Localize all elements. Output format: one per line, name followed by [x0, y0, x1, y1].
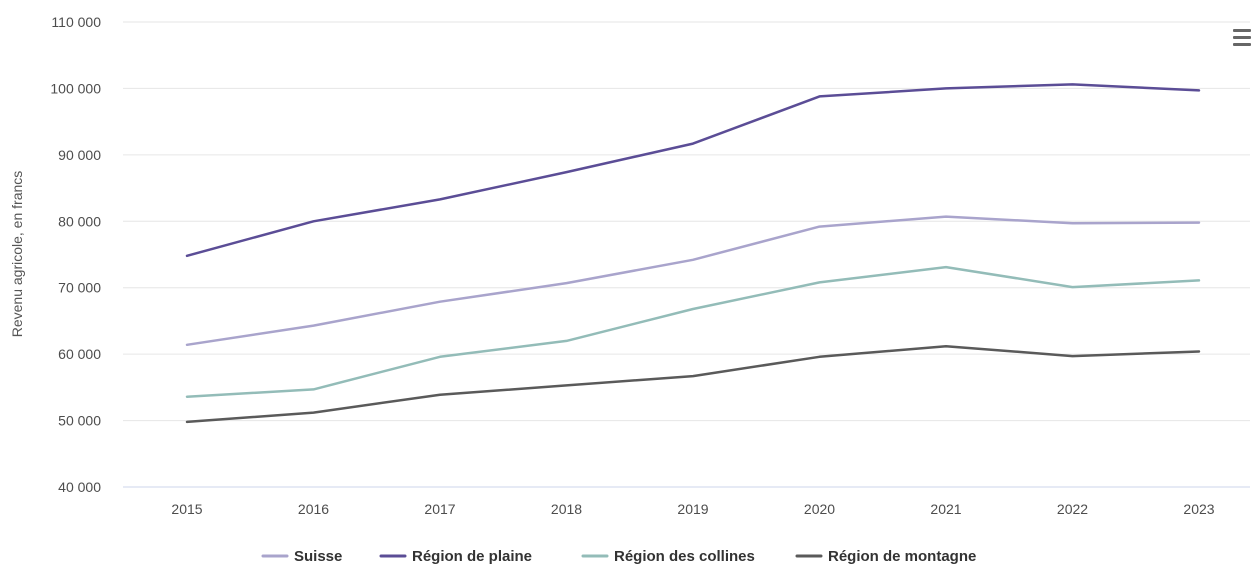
- legend-label: Région des collines: [614, 548, 755, 565]
- hamburger-menu-icon[interactable]: [1233, 29, 1251, 46]
- series-line: [185, 215, 1201, 347]
- x-tick-label: 2015: [171, 501, 202, 517]
- y-tick-label: 80 000: [58, 213, 101, 229]
- y-tick-label: 50 000: [58, 413, 101, 429]
- legend-label: Suisse: [294, 548, 342, 565]
- series-line: [185, 265, 1201, 398]
- x-axis-ticks: 2015 2016 2017 2018 2019 2020 2021 2022 2023: [171, 501, 1214, 517]
- grid-lines: [123, 21, 1250, 422]
- legend-item[interactable]: Région de plaine: [379, 548, 532, 565]
- x-tick-label: 2018: [551, 501, 582, 517]
- x-tick-label: 2019: [677, 501, 708, 517]
- legend-item[interactable]: Région de montagne: [795, 548, 976, 565]
- x-tick-label: 2020: [804, 501, 835, 517]
- series-line: [185, 83, 1201, 258]
- y-tick-label: 40 000: [58, 479, 101, 495]
- x-tick-label: 2022: [1057, 501, 1088, 517]
- y-tick-label: 100 000: [50, 80, 101, 96]
- y-tick-label: 60 000: [58, 346, 101, 362]
- y-tick-label: 110 000: [51, 14, 101, 30]
- y-tick-label: 90 000: [58, 147, 101, 163]
- legend-label: Région de plaine: [412, 548, 532, 565]
- x-tick-label: 2021: [930, 501, 961, 517]
- series-lines: [185, 83, 1201, 424]
- legend-item[interactable]: Région des collines: [581, 548, 755, 565]
- series-line: [185, 344, 1201, 424]
- legend-item[interactable]: Suisse: [261, 548, 342, 565]
- x-tick-label: 2016: [298, 501, 329, 517]
- legend: Suisse Région de plaine Région des colline…: [261, 548, 976, 565]
- y-axis-ticks: 40 000 50 000 60 000 70 000 80 000 90 000 100 …: [50, 14, 101, 495]
- x-tick-label: 2017: [424, 501, 455, 517]
- y-axis-label: Revenu agricole, en francs: [9, 171, 25, 338]
- legend-label: Région de montagne: [828, 548, 976, 565]
- y-tick-label: 70 000: [58, 280, 101, 296]
- x-tick-label: 2023: [1183, 501, 1214, 517]
